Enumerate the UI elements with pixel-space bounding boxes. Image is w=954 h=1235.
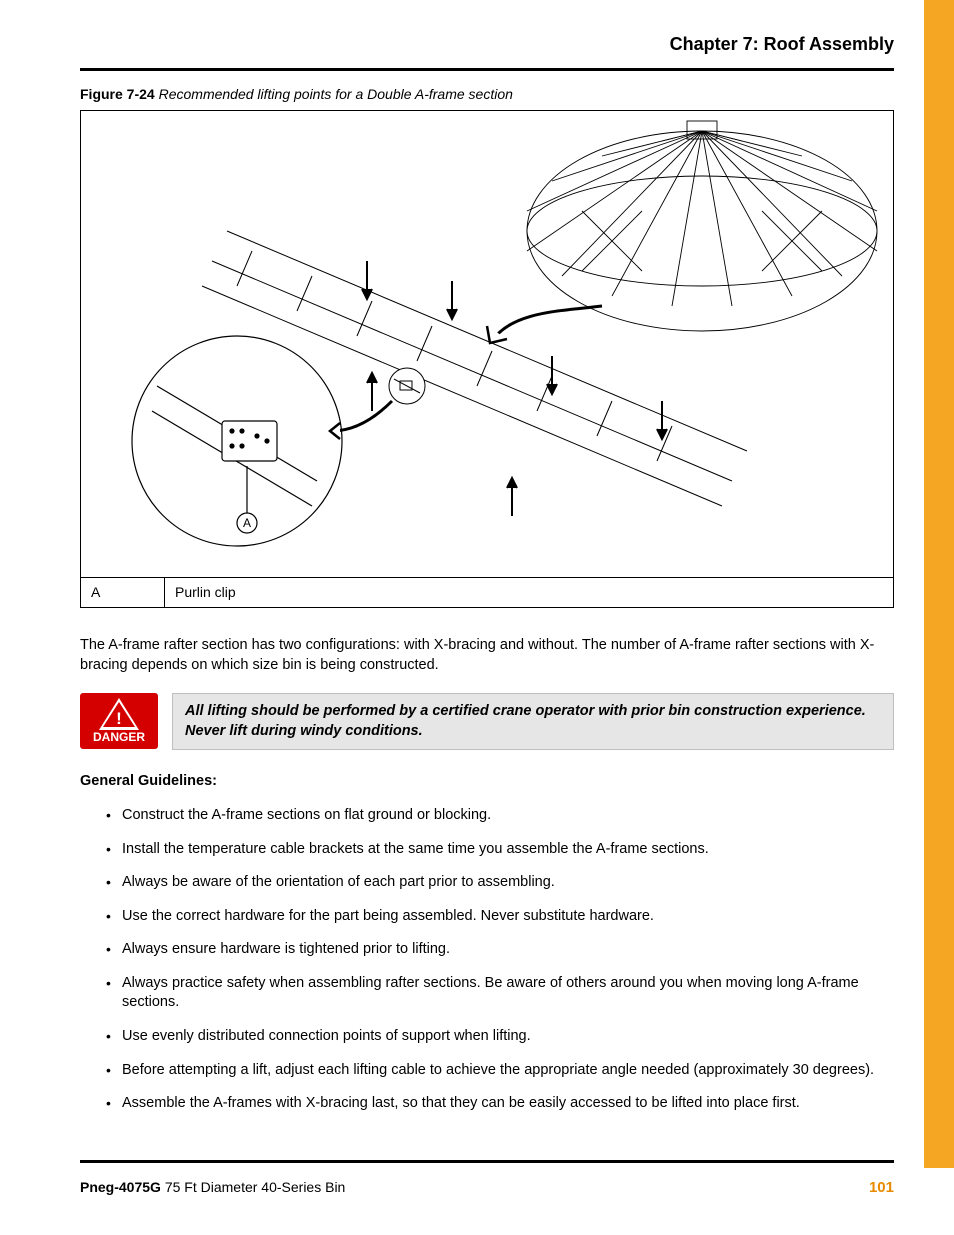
figure-caption-text: Recommended lifting points for a Double … bbox=[159, 86, 513, 102]
doc-title: 75 Ft Diameter 40-Series Bin bbox=[165, 1179, 346, 1195]
list-item: Install the temperature cable brackets a… bbox=[106, 840, 894, 860]
guidelines-list: Construct the A-frame sections on flat g… bbox=[80, 806, 894, 1114]
page-content: Chapter 7: Roof Assembly Figure 7-24 Rec… bbox=[80, 32, 894, 1128]
danger-text: All lifting should be performed by a cer… bbox=[172, 693, 894, 750]
figure-legend-row: A Purlin clip bbox=[81, 577, 893, 607]
list-item: Before attempting a lift, adjust each li… bbox=[106, 1061, 894, 1081]
list-item: Always ensure hardware is tightened prio… bbox=[106, 940, 894, 960]
figure-drawing: A bbox=[81, 111, 893, 577]
list-item: Use evenly distributed connection points… bbox=[106, 1027, 894, 1047]
callout-a-label: A bbox=[243, 516, 251, 530]
danger-icon: ! DANGER bbox=[80, 693, 158, 749]
footer: Pneg-4075G 75 Ft Diameter 40-Series Bin … bbox=[80, 1178, 894, 1198]
list-item: Assemble the A-frames with X-bracing las… bbox=[106, 1094, 894, 1114]
footer-rule bbox=[80, 1160, 894, 1163]
list-item: Use the correct hardware for the part be… bbox=[106, 907, 894, 927]
legend-value: Purlin clip bbox=[165, 578, 893, 607]
intro-paragraph: The A-frame rafter section has two confi… bbox=[80, 636, 894, 675]
danger-callout: ! DANGER All lifting should be performed… bbox=[80, 693, 894, 750]
guidelines-heading: General Guidelines: bbox=[80, 772, 894, 792]
list-item: Construct the A-frame sections on flat g… bbox=[106, 806, 894, 826]
sidebar-accent bbox=[924, 0, 954, 1168]
list-item: Always be aware of the orientation of ea… bbox=[106, 873, 894, 893]
figure-caption: Figure 7-24 Recommended lifting points f… bbox=[80, 85, 894, 104]
legend-key: A bbox=[81, 578, 165, 607]
figure-box: A A Purlin clip bbox=[80, 110, 894, 608]
footer-left: Pneg-4075G 75 Ft Diameter 40-Series Bin bbox=[80, 1178, 345, 1198]
page-number: 101 bbox=[869, 1178, 894, 1198]
figure-label: Figure 7-24 bbox=[80, 86, 155, 102]
list-item: Always practice safety when assembling r… bbox=[106, 974, 894, 1013]
doc-id: Pneg-4075G bbox=[80, 1179, 161, 1195]
chapter-title: Chapter 7: Roof Assembly bbox=[80, 32, 894, 71]
